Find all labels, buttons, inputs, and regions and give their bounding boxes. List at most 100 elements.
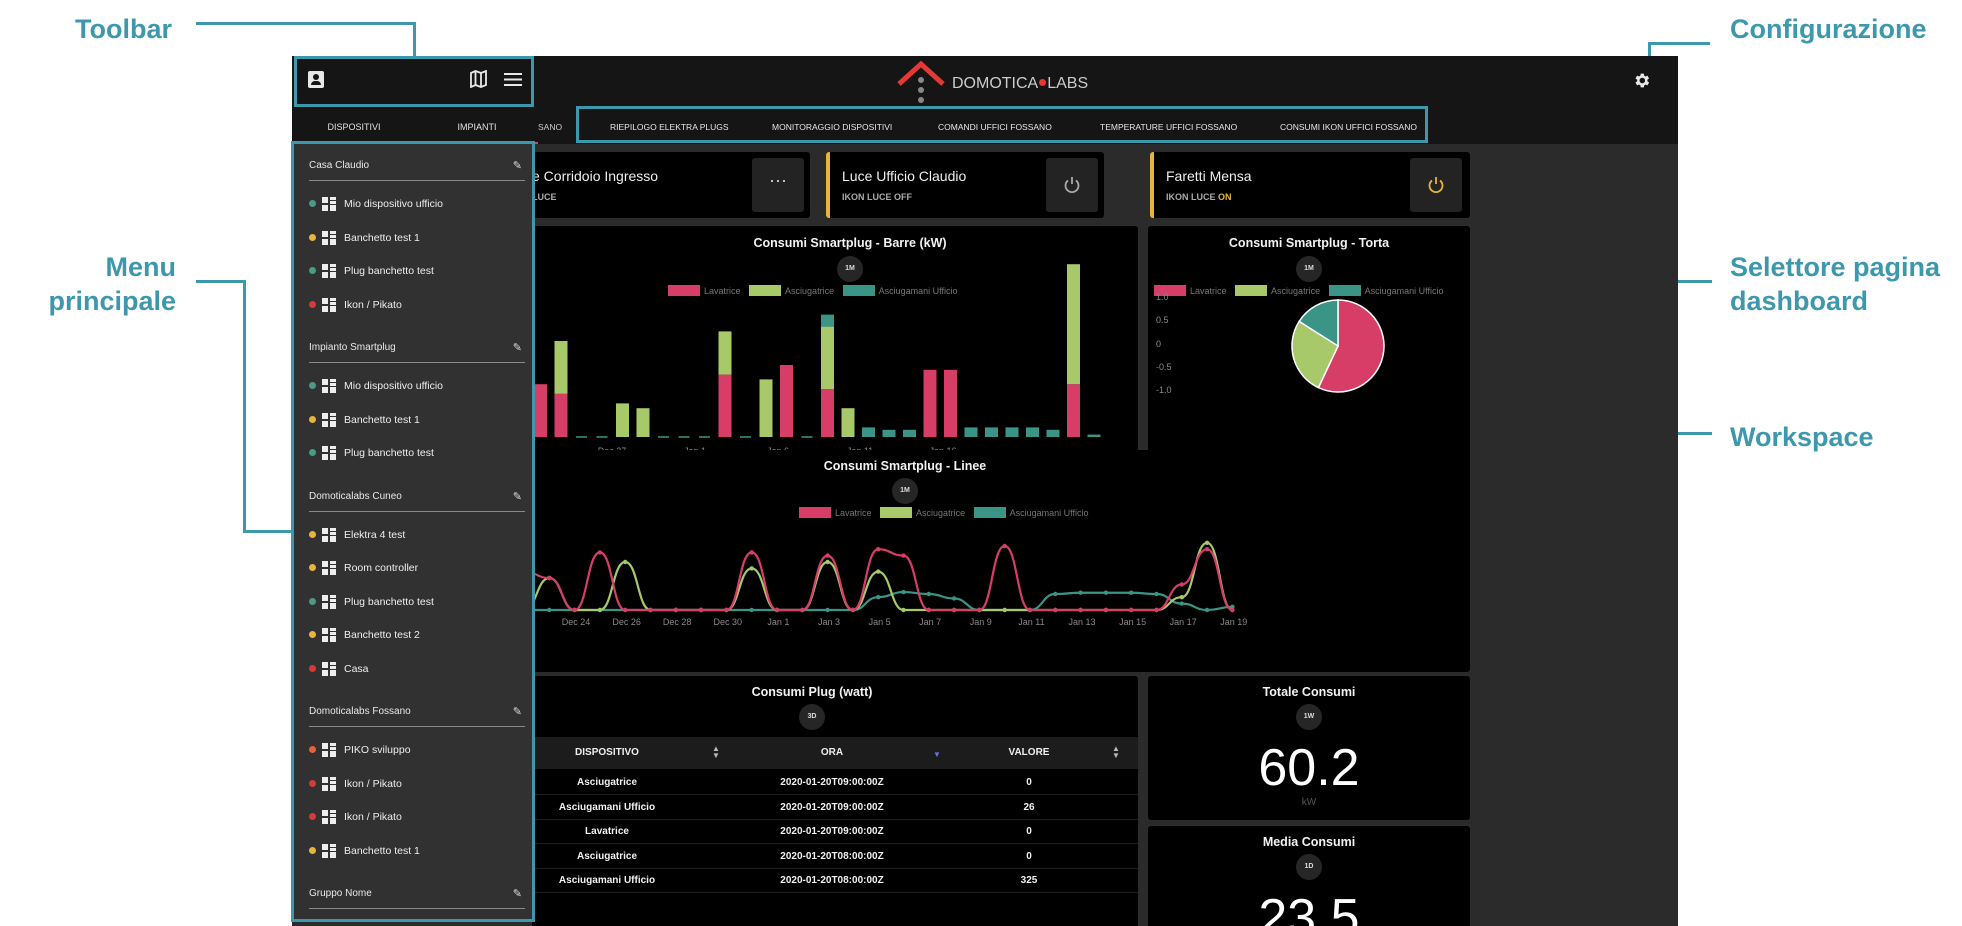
bar-segment[interactable]	[903, 429, 916, 437]
tab-dispositivi[interactable]: DISPOSITIVI	[327, 122, 381, 132]
bar-segment[interactable]	[1067, 264, 1080, 385]
data-point[interactable]	[1078, 607, 1083, 613]
edit-pencil-icon[interactable]: ✎	[512, 160, 522, 172]
sort-icon[interactable]: ▲ ▼	[1112, 744, 1120, 760]
data-point[interactable]	[749, 550, 754, 555]
bar-segment[interactable]	[718, 331, 732, 375]
group-header[interactable]: Casa Claudio ✎	[309, 151, 525, 181]
data-point[interactable]	[876, 595, 881, 600]
tab-temperature-fossano[interactable]: TEMPERATURE UFFICI FOSSANO	[1100, 122, 1238, 132]
sidebar-device-item[interactable]: Mio dispositivo ufficio	[309, 191, 525, 217]
sidebar-device-item[interactable]: Plug banchetto test	[309, 258, 525, 284]
group-header[interactable]: Domoticalabs Cuneo ✎	[309, 482, 525, 512]
sidebar-device-item[interactable]: Banchetto test 1	[309, 225, 525, 251]
pie-slice[interactable]	[1291, 320, 1339, 389]
power-button[interactable]	[1410, 158, 1462, 212]
data-point[interactable]	[876, 569, 881, 574]
sidebar-device-item[interactable]: Elektra 4 test	[309, 522, 525, 548]
column-header-dispositivo[interactable]: DISPOSITIVO	[575, 747, 639, 758]
data-point[interactable]	[724, 607, 729, 613]
bar-segment[interactable]	[780, 365, 793, 437]
data-point[interactable]	[825, 553, 830, 558]
range-badge[interactable]: 3D	[799, 704, 825, 730]
range-badge[interactable]: 1M	[892, 478, 918, 504]
range-badge[interactable]: 1M	[837, 256, 863, 282]
table-row[interactable]: Asciugamani Ufficio 2020-01-20T09:00:00Z 2…	[532, 796, 1138, 820]
legend-label[interactable]: Asciugatrice	[785, 286, 835, 296]
edit-pencil-icon[interactable]: ✎	[512, 490, 522, 503]
menu-icon[interactable]	[504, 72, 522, 87]
bar-segment[interactable]	[964, 427, 978, 437]
tab-monitoraggio[interactable]: MONITORAGGIO DISPOSITIVI	[772, 122, 893, 132]
group-header[interactable]: Gruppo Nome ✎	[309, 879, 525, 909]
legend-label[interactable]: Asciugatrice	[916, 508, 966, 518]
data-point[interactable]	[1230, 604, 1235, 609]
range-badge[interactable]: 1D	[1296, 854, 1322, 880]
data-point[interactable]	[597, 550, 603, 555]
table-row[interactable]: Asciugamani Ufficio 2020-01-20T08:00:00Z 3…	[532, 869, 1138, 893]
legend-label[interactable]: Asciugamani Ufficio	[878, 286, 958, 296]
sidebar-device-item[interactable]: Ikon / Pikato	[309, 292, 525, 318]
data-point[interactable]	[926, 607, 931, 613]
data-point[interactable]	[1179, 595, 1184, 600]
data-point[interactable]	[800, 607, 805, 613]
edit-pencil-icon[interactable]: ✎	[512, 706, 522, 718]
data-point[interactable]	[1053, 591, 1058, 597]
pie-slice[interactable]	[1298, 299, 1339, 348]
data-point[interactable]	[1154, 591, 1159, 597]
data-point[interactable]	[1129, 607, 1134, 613]
sidebar-device-item[interactable]: Banchetto test 1	[309, 838, 525, 864]
data-point[interactable]	[749, 607, 754, 613]
data-point[interactable]	[901, 607, 906, 613]
group-header[interactable]: Impianto Smartplug ✎	[309, 333, 525, 363]
data-point[interactable]	[901, 589, 906, 595]
data-point[interactable]	[1204, 607, 1210, 613]
bar-segment[interactable]	[1026, 427, 1039, 437]
more-button[interactable]: ⋯	[752, 158, 804, 212]
legend-label[interactable]: Asciugatrice	[1271, 286, 1321, 296]
data-point[interactable]	[597, 607, 603, 613]
tab-riepilogo-elektra[interactable]: RIEPILOGO ELEKTRA PLUGS	[610, 122, 729, 132]
legend-label[interactable]: Lavatrice	[704, 286, 741, 296]
column-header-valore[interactable]: VALORE	[1008, 747, 1050, 758]
table-row[interactable]: Lavatrice 2020-01-20T09:00:00Z 0	[532, 820, 1138, 844]
column-header-ora[interactable]: ORA	[820, 747, 844, 758]
data-point[interactable]	[623, 559, 628, 565]
table-row[interactable]: Asciugatrice 2020-01-20T09:00:00Z 0	[532, 771, 1138, 795]
data-point[interactable]	[547, 607, 552, 613]
contact-card-icon[interactable]	[308, 71, 324, 88]
edit-pencil-icon[interactable]: ✎	[512, 342, 522, 354]
bar-segment[interactable]	[923, 369, 937, 437]
bar-segment[interactable]	[944, 369, 957, 437]
data-point[interactable]	[572, 607, 577, 613]
bar-segment[interactable]	[1087, 434, 1101, 437]
legend-label[interactable]: Asciugamani Ufficio	[1009, 508, 1089, 518]
device-tile[interactable]: Faretti Mensa IKON LUCE ON	[1150, 152, 1470, 218]
bar-segment[interactable]	[534, 384, 547, 437]
device-tile[interactable]: Luce Ufficio Claudio IKON LUCE OFF	[826, 152, 1104, 218]
sidebar-device-item[interactable]: Ikon / Pikato	[309, 771, 525, 797]
data-point[interactable]	[774, 607, 780, 613]
device-tile[interactable]: e Corridoio Ingresso LUCE ⋯	[532, 152, 810, 218]
bar-segment[interactable]	[636, 408, 650, 437]
bar-segment[interactable]	[882, 429, 896, 437]
sidebar-device-item[interactable]: Casa	[309, 656, 525, 682]
bar-segment[interactable]	[554, 341, 568, 394]
sort-icon[interactable]: ▲ ▼	[712, 744, 720, 760]
data-point[interactable]	[1002, 607, 1007, 613]
series-line[interactable]	[532, 590, 1233, 612]
data-point[interactable]	[648, 607, 653, 613]
data-point[interactable]	[698, 607, 704, 613]
data-point[interactable]	[1179, 582, 1184, 587]
bar-segment[interactable]	[821, 326, 834, 389]
data-point[interactable]	[1002, 543, 1007, 549]
data-point[interactable]	[1204, 547, 1210, 552]
data-point[interactable]	[1230, 607, 1235, 613]
bar-segment[interactable]	[821, 389, 834, 437]
sidebar-device-item[interactable]: Mio dispositivo ufficio	[309, 373, 525, 399]
legend-label[interactable]: Asciugamani Ufficio	[1364, 286, 1444, 296]
bar-segment[interactable]	[1046, 429, 1060, 437]
legend-label[interactable]: Lavatrice	[1190, 286, 1227, 296]
power-button[interactable]	[1046, 158, 1098, 212]
bar-segment[interactable]	[759, 379, 773, 437]
